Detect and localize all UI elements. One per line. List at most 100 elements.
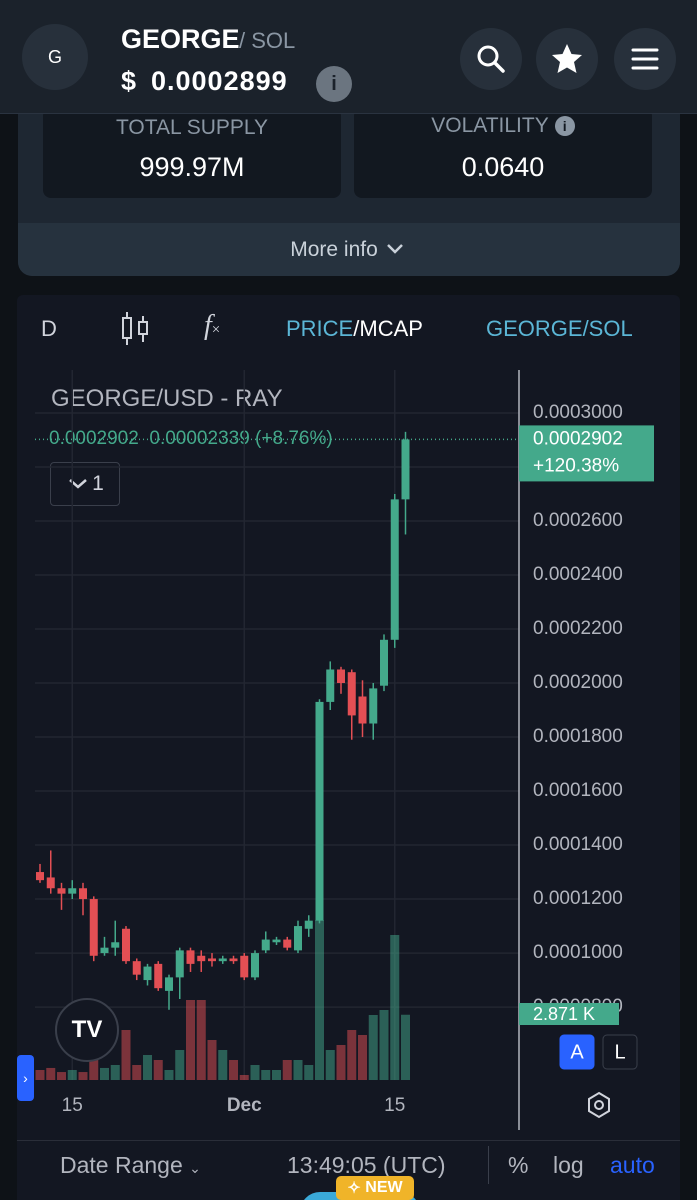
candle-body <box>68 888 77 894</box>
interval-button[interactable]: D <box>41 316 57 341</box>
y-tick-label: 0.0002400 <box>533 564 623 585</box>
y-tick-label: 0.0001000 <box>533 942 623 963</box>
stat-label-row: VOLATILITY i <box>354 114 652 138</box>
candle-body <box>272 939 281 943</box>
candle-body <box>208 958 216 962</box>
favorite-button[interactable] <box>536 28 598 90</box>
volume-bar <box>325 1050 335 1080</box>
candle-type-icon[interactable] <box>118 310 152 348</box>
candle-body <box>46 877 55 889</box>
candle-body <box>186 950 195 964</box>
sidebar-toggle[interactable]: › <box>17 1055 34 1101</box>
tradingview-logo[interactable]: TV <box>55 998 119 1062</box>
more-info-button[interactable]: More info <box>18 223 680 276</box>
y-tick-label: 0.0002200 <box>533 618 623 639</box>
stat-label: TOTAL SUPPLY <box>115 116 269 139</box>
divider <box>17 1140 680 1141</box>
volume-bar <box>153 1060 163 1080</box>
price-mcap-toggle[interactable]: PRICE/MCAP <box>286 316 423 342</box>
candle-body <box>57 888 66 894</box>
legend-values: 0.0002902 0.00002339 (+8.76%) <box>49 428 333 450</box>
time-display: 13:49:05 (UTC) <box>287 1152 446 1178</box>
token-symbol: GEORGE <box>121 24 240 54</box>
stat-value: 999.97M <box>139 152 245 182</box>
change-label: +120.38% <box>533 455 619 476</box>
scale-button[interactable] <box>559 1034 595 1070</box>
volume-bar <box>347 1030 357 1080</box>
separator <box>488 1146 489 1184</box>
info-icon[interactable]: i <box>554 116 575 136</box>
volume-bar <box>110 1065 120 1080</box>
volume-bar <box>250 1065 260 1080</box>
stat-label: VOLATILITY <box>431 114 549 137</box>
volume-bar <box>304 1065 314 1080</box>
token-price: 0.0002899 <box>151 66 288 96</box>
chevron-icon <box>386 243 403 254</box>
stat-value: 0.0640 <box>461 152 545 182</box>
date-range-button[interactable]: Date Range ⌄ <box>60 1152 201 1178</box>
y-tick-label: 0.0001600 <box>533 780 623 801</box>
volume-bar <box>89 1050 99 1080</box>
candle-body <box>122 928 130 962</box>
settings-icon[interactable] <box>584 1090 614 1120</box>
volume-bar <box>100 1067 109 1080</box>
x-tick-label: 15 <box>384 1095 405 1116</box>
volume-label: 2.871 K <box>533 1004 595 1024</box>
menu-button[interactable] <box>614 28 676 90</box>
volume-bar <box>239 1075 249 1080</box>
log-button[interactable]: log <box>553 1152 584 1178</box>
pair-toggle[interactable]: GEORGE/SOL <box>486 316 633 341</box>
quote-symbol: / SOL <box>239 28 296 53</box>
candle-body <box>100 947 109 954</box>
info-icon[interactable]: i <box>316 66 352 102</box>
scale-button-label: A <box>570 1041 584 1063</box>
candle-body <box>143 966 152 981</box>
candle-body <box>229 958 238 962</box>
y-tick-label: 0.0002600 <box>533 510 623 531</box>
volume-bar <box>272 1070 281 1080</box>
stat-card <box>43 108 341 198</box>
candle-body <box>240 955 249 978</box>
legend-change: 0.00002339 (+8.76%) <box>149 428 333 449</box>
volume-bar <box>57 1072 66 1080</box>
volume-bar <box>390 935 400 1080</box>
indicators-button[interactable]: f× <box>204 310 221 341</box>
auto-button[interactable]: auto <box>610 1152 655 1178</box>
y-tick-label: 0.0001400 <box>533 834 623 855</box>
legend-close: 0.0002902 <box>49 428 139 449</box>
candle-body <box>358 696 367 724</box>
volume-bar <box>46 1067 56 1080</box>
volume-bar <box>132 1065 142 1080</box>
price-option[interactable]: PRICE <box>286 316 354 341</box>
volume-bar <box>143 1055 152 1080</box>
candle-body <box>251 953 259 978</box>
candle-body <box>294 926 302 951</box>
more-info-text: More info <box>290 237 378 261</box>
candle-body <box>218 958 227 962</box>
volume-bar <box>336 1045 346 1080</box>
volume-bar <box>121 1030 131 1080</box>
volume-bar <box>175 1050 185 1080</box>
currency: $ <box>121 66 137 96</box>
scale-button[interactable] <box>602 1034 638 1070</box>
study-toggle[interactable]: 1 <box>50 462 120 506</box>
y-tick-label: 0.0003000 <box>533 402 623 423</box>
mcap-option[interactable]: /MCAP <box>353 316 423 341</box>
volume-bar <box>261 1070 271 1080</box>
scale-button-label: L <box>614 1041 625 1063</box>
token-avatar: G <box>22 24 88 90</box>
volume-bar <box>164 1070 174 1080</box>
candle-body <box>165 977 173 991</box>
volume-bar <box>282 1060 292 1080</box>
volume-bar <box>67 1070 77 1080</box>
volume-bar <box>35 1070 45 1080</box>
search-button[interactable] <box>460 28 522 90</box>
percent-button[interactable]: % <box>508 1152 529 1178</box>
date-range-text: Date Range <box>60 1152 183 1178</box>
last-price-label: 0.0002902 <box>533 428 623 449</box>
candle-body <box>111 942 120 948</box>
y-tick-label: 0.0001800 <box>533 726 623 747</box>
volume-bar <box>78 1072 88 1080</box>
candle-body <box>154 963 163 989</box>
